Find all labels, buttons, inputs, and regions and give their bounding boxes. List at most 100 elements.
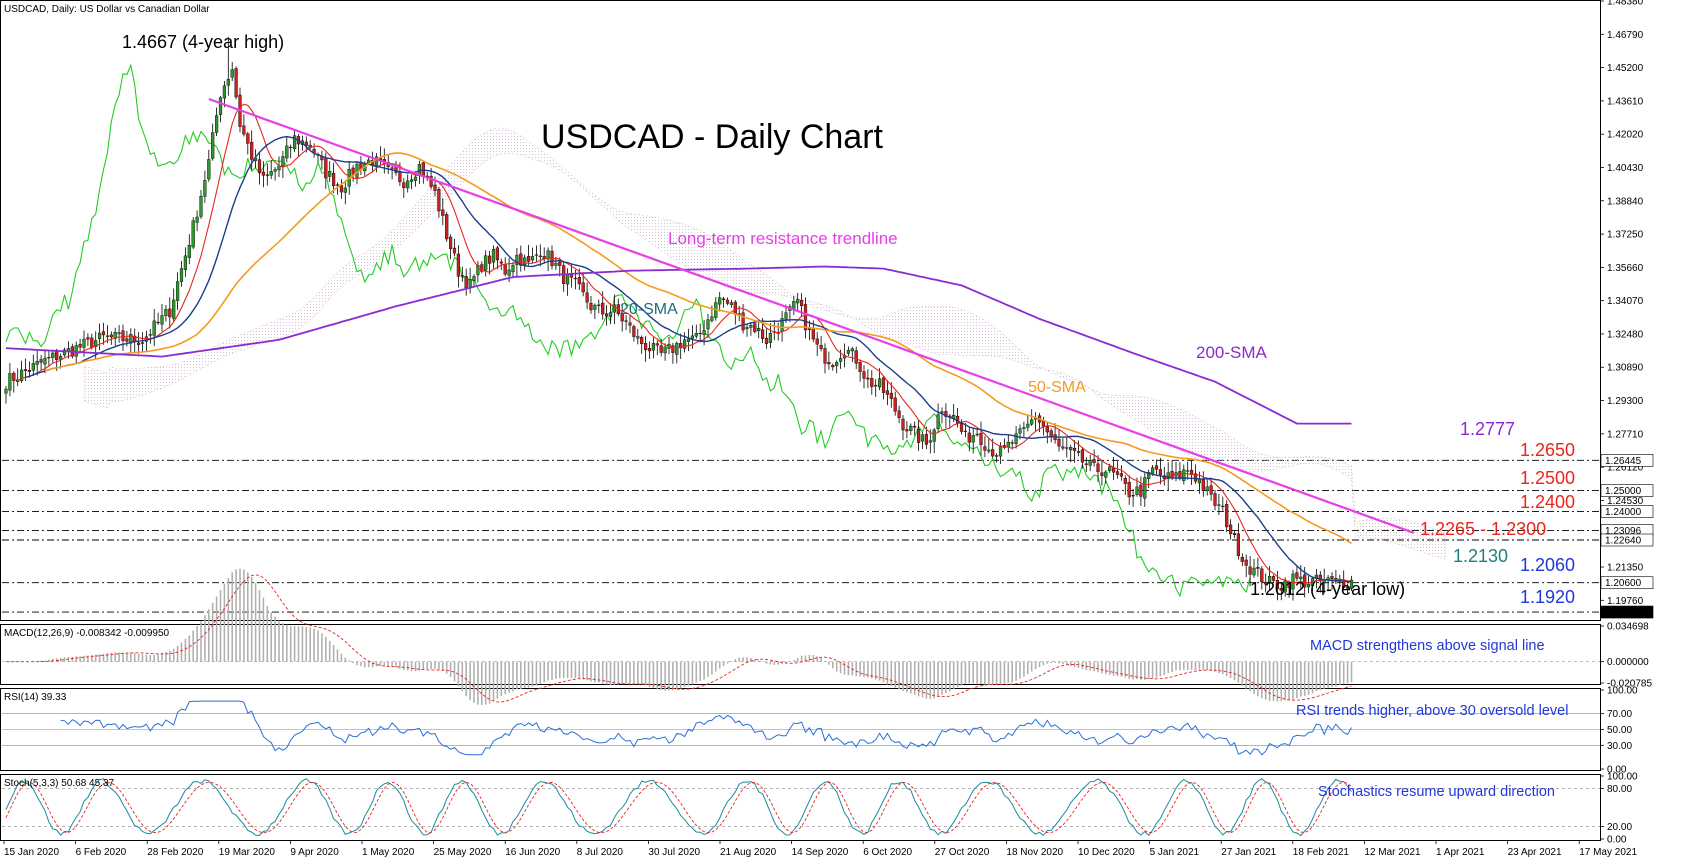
moving-averages [5,103,1352,584]
candle-body [183,255,187,270]
candle [1193,464,1198,484]
candle [706,313,710,338]
candle-body [1193,473,1198,482]
candle-body [928,440,932,443]
candle [449,234,453,260]
candle [406,174,410,193]
candle-body [1088,459,1092,466]
candle [1158,457,1162,485]
y-tick-label: 1.38840 [1607,196,1644,207]
candle [1065,437,1069,458]
trendline-label: Long-term resistance trendline [668,229,898,248]
candle-body [332,172,336,187]
candle-body [86,337,90,340]
y-tick-label: 1.30890 [1607,363,1644,374]
price-axis: 1.48380 1.46790 1.45200 1.43610 1.42020 1.404… [1600,0,1654,619]
candle-body [1345,586,1350,589]
rsi-tick-label: 100.00 [1607,686,1638,697]
candle-body [242,125,246,135]
candle-body [636,336,640,339]
sma200-line [5,265,1352,425]
candle [905,421,909,439]
candle-body [117,332,121,335]
candle-body [265,174,269,176]
candle-body [480,264,484,272]
candle-body [811,328,815,340]
candle-body [390,167,394,169]
candle-body [971,435,975,443]
candle-body [870,378,874,388]
candle-body [1267,575,1272,583]
candle [242,114,246,137]
candle-body [90,337,94,348]
candle [909,423,913,436]
candle [854,346,858,369]
candle-body [293,135,297,150]
candle-body [335,184,340,186]
candle [835,360,839,374]
candle [218,95,223,123]
candle [671,342,675,364]
candle [897,405,901,424]
candle [269,160,273,179]
candle-body [995,455,999,457]
candle-body [889,392,893,399]
candle-body [285,145,289,159]
stoch-k-line [5,778,1352,837]
candle [1291,569,1295,601]
candle-body [437,188,441,212]
candle [694,324,698,339]
candle [285,136,289,163]
candle-body [410,179,414,182]
candle [246,131,250,155]
rsi-line [60,700,1352,756]
candle-body [1072,447,1077,451]
candle [589,295,593,314]
candle-body [109,334,113,338]
candle-body [472,276,476,281]
x-tick-label: 30 Jul 2020 [648,847,700,858]
candle-body [675,343,679,355]
candle-body [909,425,913,431]
y-tick-label: 1.32480 [1607,329,1644,340]
candle [1076,440,1081,457]
candle-body [698,332,702,335]
candle-body [554,262,558,266]
candle [698,323,702,343]
candle [1123,475,1127,495]
candle [261,161,265,188]
level-label-5: 1.2060 [1520,555,1575,575]
candle-body [1201,479,1205,491]
candle-body [991,449,995,457]
x-tick-label: 9 Apr 2020 [290,847,339,858]
level-label-1: 1.2650 [1520,440,1575,460]
candle-body [1135,486,1139,495]
candle [889,382,893,408]
x-tick-label: 10 Dec 2020 [1078,847,1135,858]
tenkan-line [17,103,1352,584]
candle [39,354,43,371]
candle-body [191,220,195,248]
candle [121,324,125,351]
candle [47,350,51,366]
candle-body [250,141,254,160]
candle-body [97,332,102,340]
price-tag [1600,533,1654,547]
candle-body [761,329,765,339]
candle-body [460,275,464,277]
candle-body [441,209,445,216]
rsi-tick-label: 70.00 [1607,709,1632,720]
candle-body [1076,451,1081,453]
candle [51,351,55,363]
candle-body [1225,503,1229,528]
candle-body [612,304,616,313]
candle [827,351,831,370]
candle [1080,446,1084,469]
candle-body [729,302,733,305]
candle-body [429,175,433,187]
candle [1252,559,1256,578]
candle-body [749,325,753,328]
candle-body [854,350,858,364]
x-tick-label: 28 Feb 2020 [147,847,204,858]
candle-body [823,348,827,364]
